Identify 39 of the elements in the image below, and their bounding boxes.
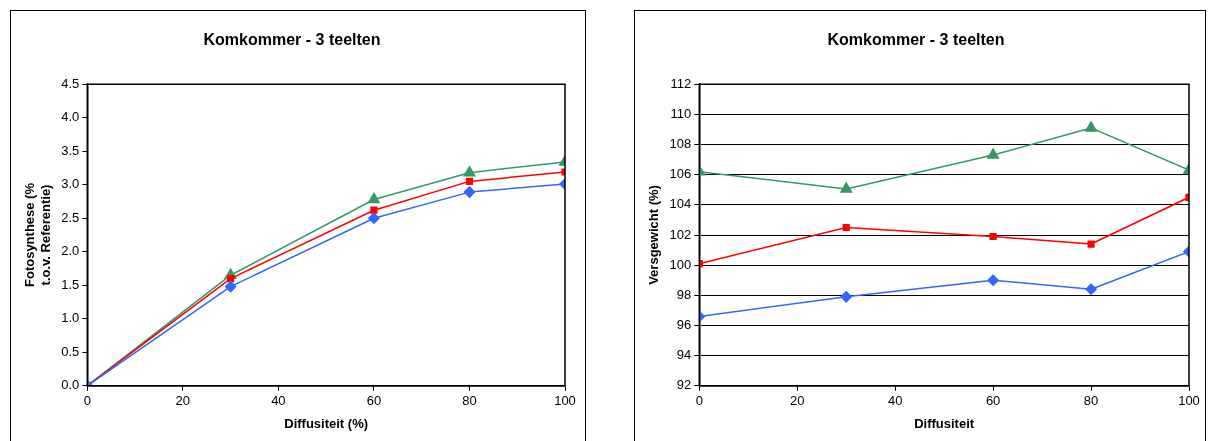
y-tick-label: 102 xyxy=(669,226,692,242)
y-tick-label: 100 xyxy=(669,256,692,272)
x-tick-label: 60 xyxy=(985,393,1001,409)
x-axis-title: Diffusiteit xyxy=(914,415,975,431)
y-tick-label: 0.5 xyxy=(61,343,80,359)
y-axis-title: Versgewicht (%) xyxy=(646,185,662,285)
y-tick-label: 96 xyxy=(676,317,692,333)
chart-title: Komkommer - 3 teelten xyxy=(827,31,1005,49)
y-tick-label: 92 xyxy=(676,377,692,393)
y-tick-label: 98 xyxy=(676,286,692,302)
x-tick-label: 100 xyxy=(1178,393,1200,409)
x-tick-label: 80 xyxy=(462,393,477,409)
y-tick-label: 0.0 xyxy=(61,377,80,393)
x-tick-label: 40 xyxy=(887,393,903,409)
y-tick-label: 1.5 xyxy=(61,276,80,292)
x-tick-label: 0 xyxy=(83,393,91,409)
y-tick-label: 3.5 xyxy=(61,142,80,158)
y-tick-label: 94 xyxy=(676,347,692,363)
y-tick-label: 2.0 xyxy=(61,243,80,259)
y-axis-title: Fotosynthese (% t.o.v. Referentie) xyxy=(22,182,53,288)
x-tick-label: 40 xyxy=(271,393,286,409)
y-tick-label: 112 xyxy=(670,75,692,91)
x-tick-label: 20 xyxy=(175,393,191,409)
y-tick-label: 1.0 xyxy=(61,310,80,326)
x-tick-label: 80 xyxy=(1083,393,1099,409)
x-tick-label: 0 xyxy=(695,393,703,409)
y-tick-label: 4.5 xyxy=(61,75,80,91)
x-tick-label: 20 xyxy=(790,393,805,409)
chart-title: Komkommer - 3 teelten xyxy=(203,31,381,49)
x-tick-label: 60 xyxy=(366,393,382,409)
y-tick-label: 110 xyxy=(670,105,692,121)
y-tick-label: 108 xyxy=(669,136,692,152)
x-tick-label: 100 xyxy=(554,393,576,409)
x-axis-title: Diffusiteit (%) xyxy=(284,415,369,431)
y-tick-label: 4.0 xyxy=(61,109,80,125)
y-tick-label: 104 xyxy=(669,196,692,212)
y-tick-label: 3.0 xyxy=(61,176,80,192)
y-tick-label: 2.5 xyxy=(61,209,80,225)
y-tick-label: 106 xyxy=(669,166,692,182)
